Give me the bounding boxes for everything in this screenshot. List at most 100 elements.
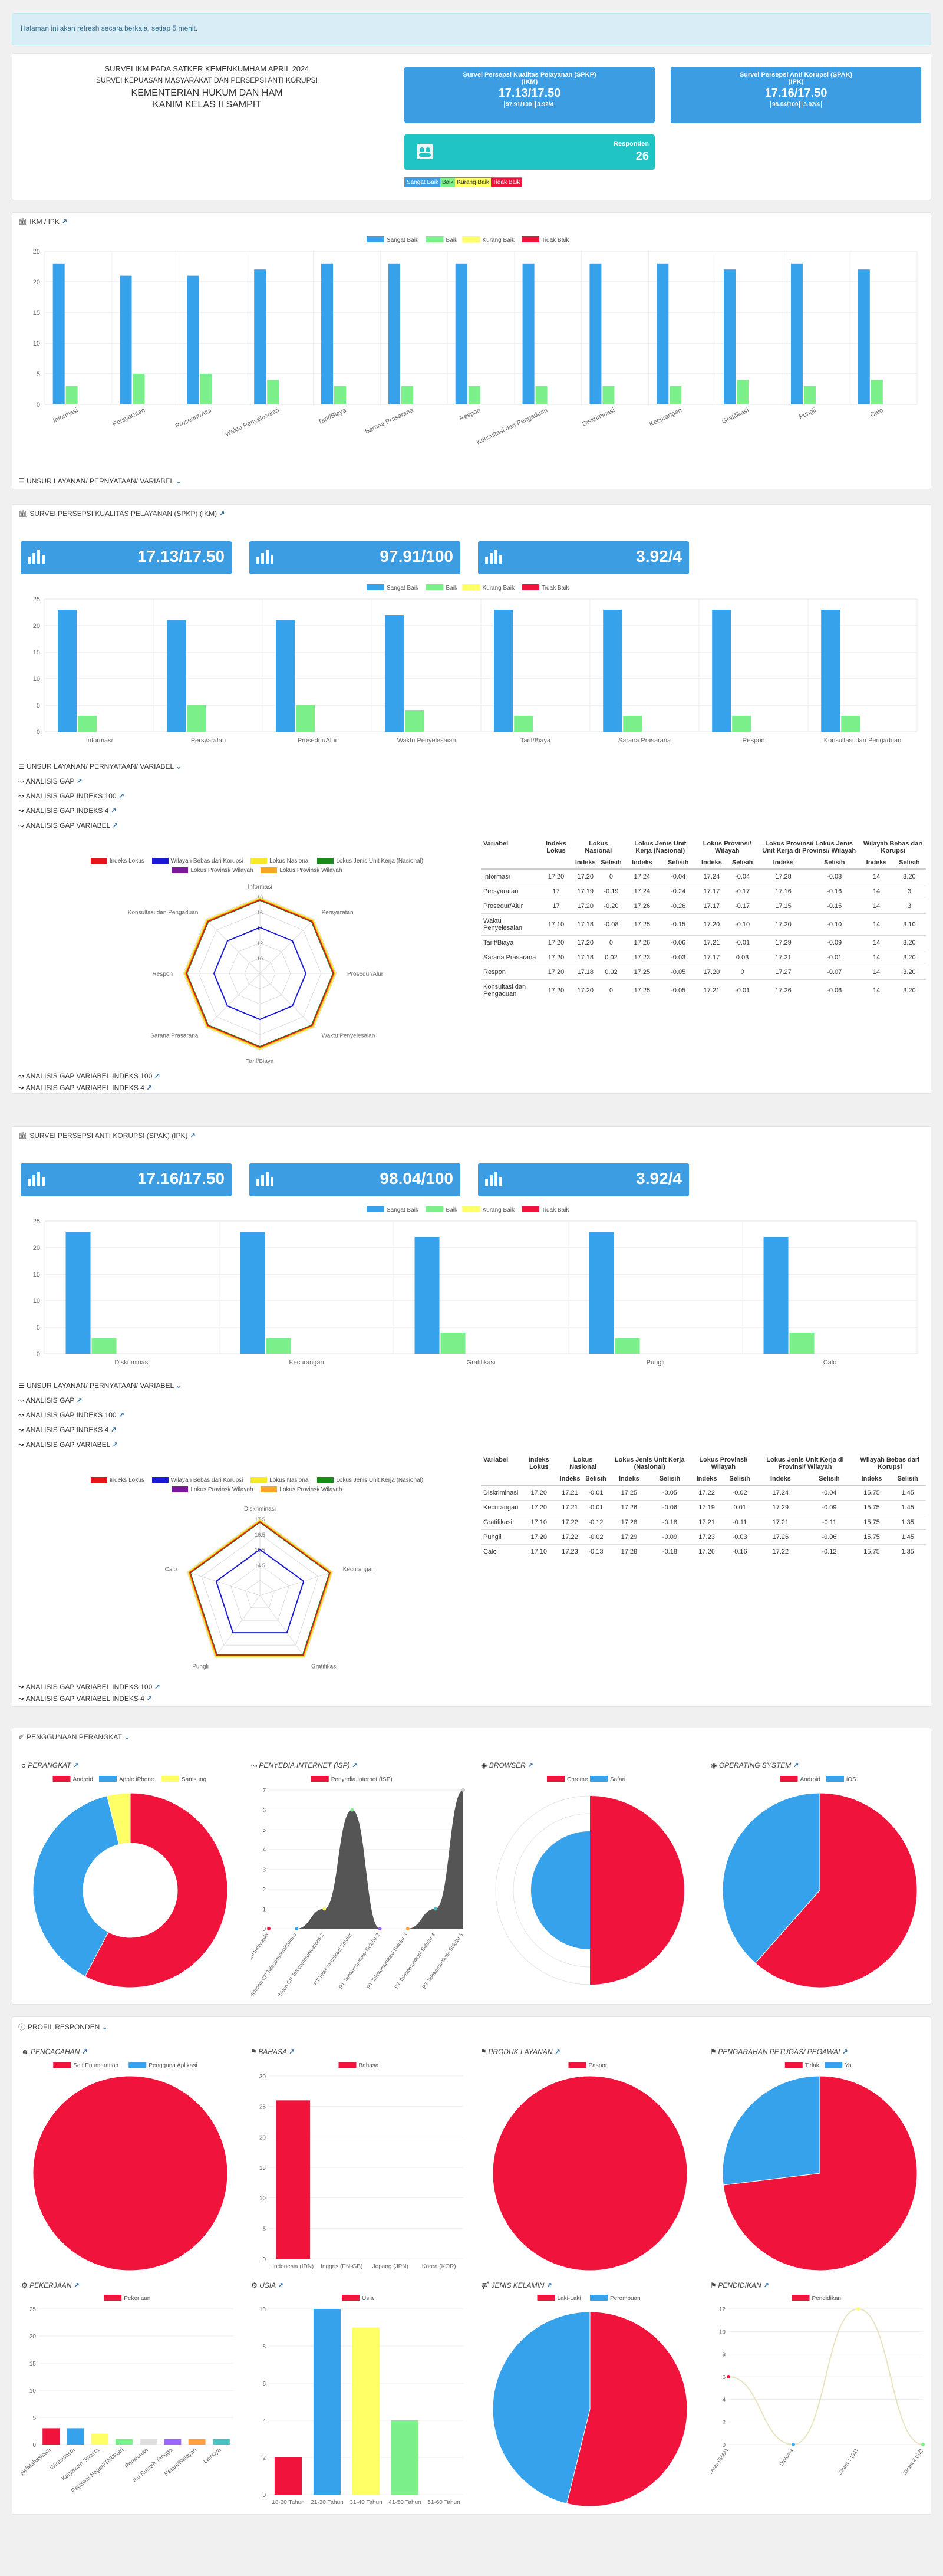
legend-swatch xyxy=(53,2062,71,2068)
chevron-down-icon: ⌄ xyxy=(124,1733,130,1741)
chart-icon[interactable]: ↗ xyxy=(219,509,225,518)
table-cell: 17.20 xyxy=(572,935,598,950)
legend-swatch xyxy=(537,2295,555,2301)
header-panel: SURVEI IKM PADA SATKER KEMENKUMHAM APRIL… xyxy=(12,53,931,200)
radar-series-lokus-nasional xyxy=(183,897,337,1050)
y-tick-label: 20 xyxy=(259,2134,266,2141)
produk-title: ⚑ PRODUK LAYANAN ↗ xyxy=(481,2048,560,2056)
spkp-toggle-gap-variabel[interactable]: ↝ ANALISIS GAP VARIABEL ↗ xyxy=(18,821,118,830)
header-line-3: KEMENTERIAN HUKUM DAN HAM xyxy=(131,88,283,98)
table-subheader: Indeks xyxy=(860,857,893,870)
table-cell: 17.26 xyxy=(757,979,809,1001)
spkp-toggle-gap-var-4[interactable]: ↝ ANALISIS GAP VARIABEL INDEKS 4 ↗ xyxy=(18,1084,153,1092)
legend-label: Sangat Baik xyxy=(387,237,419,244)
spkp-toggle-gap-4[interactable]: ↝ ANALISIS GAP INDEKS 4 ↗ xyxy=(18,807,117,815)
table-cell: -0.26 xyxy=(660,899,697,914)
spak-toggle-gap-var-4[interactable]: ↝ ANALISIS GAP VARIABEL INDEKS 4 ↗ xyxy=(18,1695,153,1703)
produk-pie-chart: Paspor xyxy=(492,2062,688,2271)
x-tick-label: Informasi xyxy=(52,407,79,425)
spak-badge-100: 98.04/100 xyxy=(770,101,800,108)
table-cell: -0.03 xyxy=(723,1529,757,1545)
bar xyxy=(115,2439,133,2445)
spkp-toggle-gap[interactable]: ↝ ANALISIS GAP ↗ xyxy=(18,777,83,785)
bar-baik xyxy=(266,1338,291,1354)
table-cell: 17.24 xyxy=(624,868,660,884)
table-cell: -0.11 xyxy=(723,1515,757,1530)
y-tick-label: 25 xyxy=(33,248,40,255)
spak-tile[interactable]: Survei Persepsi Anti Korupsi (SPAK) (IPK… xyxy=(671,67,921,123)
pencacahan-title: ☻ PENCACAHAN ↗ xyxy=(21,2048,88,2056)
table-cell: 17 xyxy=(539,884,573,899)
table-cell: -0.01 xyxy=(727,935,758,950)
table-cell: 17.20 xyxy=(520,1485,558,1501)
legend-label: Android xyxy=(800,1776,820,1783)
table-header: Indeks Lokus xyxy=(528,1456,549,1470)
chart-icon: ↗ xyxy=(146,1084,153,1092)
x-tick-label: Konsultasi dan Pengaduan xyxy=(824,737,902,744)
legend-swatch xyxy=(99,1776,117,1782)
x-tick-label: Prosedur/Alur xyxy=(298,737,338,744)
table-header: Wilayah Bebas dari Korupsi xyxy=(860,1456,920,1470)
table-cell: 17.21 xyxy=(557,1500,583,1515)
pencacahan-pie-chart: Self Enumeration Pengguna Aplikasi xyxy=(32,2062,228,2271)
spak-toggle-gap-100[interactable]: ↝ ANALISIS GAP INDEKS 100 ↗ xyxy=(18,1411,124,1419)
y-tick-label: 0 xyxy=(262,1926,266,1933)
spak-toggle-gap[interactable]: ↝ ANALISIS GAP ↗ xyxy=(18,1396,83,1404)
legend-swatch xyxy=(426,584,444,590)
spkp-toggle-unsur[interactable]: ☰ UNSUR LAYANAN/ PERNYATAAN/ VARIABEL ⌄ xyxy=(18,762,182,771)
pie-slice-laki-laki xyxy=(566,2311,688,2507)
legend-label: Apple iPhone xyxy=(119,1776,154,1783)
spkp-toggle-gap-var-100[interactable]: ↝ ANALISIS GAP VARIABEL INDEKS 100 ↗ xyxy=(18,1072,160,1080)
spak-toggle-gap-4[interactable]: ↝ ANALISIS GAP INDEKS 4 ↗ xyxy=(18,1426,117,1434)
y-tick-label: 20 xyxy=(33,623,40,630)
radar-axis-label: Waktu Penyelesaian xyxy=(322,1033,375,1039)
spkp-stat-value-3: 3.92/4 xyxy=(636,547,682,565)
chart-icon[interactable]: ↗ xyxy=(189,1131,196,1140)
table-cell: 17.29 xyxy=(609,1529,649,1545)
y-tick-label: 0 xyxy=(37,729,40,736)
radar-tick-label: 14.5 xyxy=(255,1562,265,1568)
y-tick-label: 25 xyxy=(33,1218,40,1225)
bar-sangat-baik xyxy=(240,1232,265,1354)
y-tick-label: 5 xyxy=(262,2226,266,2232)
bar-baik xyxy=(334,386,347,404)
table-cell: -0.01 xyxy=(582,1485,609,1501)
line-point xyxy=(295,1927,299,1930)
bar xyxy=(140,2439,157,2445)
radar-axis-label: Calo xyxy=(165,1566,177,1572)
spak-toggle-gap-variabel[interactable]: ↝ ANALISIS GAP VARIABEL ↗ xyxy=(18,1440,118,1449)
radar-series-jenis-unit-kerja xyxy=(190,1522,330,1655)
y-tick-label: 25 xyxy=(29,2307,37,2313)
legend-swatch xyxy=(161,1776,179,1782)
y-tick-label: 25 xyxy=(33,596,40,603)
spak-toggle-unsur[interactable]: ☰ UNSUR LAYANAN/ PERNYATAAN/ VARIABEL ⌄ xyxy=(18,1381,182,1390)
ikm-ipk-toggle[interactable]: ☰ UNSUR LAYANAN/ PERNYATAAN/ VARIABEL ⌄ xyxy=(18,477,182,485)
bar-baik xyxy=(737,380,749,404)
spkp-toggle-gap-100[interactable]: ↝ ANALISIS GAP INDEKS 100 ↗ xyxy=(18,792,124,800)
spak-title: 🏛 SURVEI PERSEPSI ANTI KORUPSI (SPAK) (IP… xyxy=(18,1131,196,1140)
chart-icon[interactable]: ↗ xyxy=(61,218,68,226)
bar xyxy=(67,2428,84,2445)
radar-spoke xyxy=(259,919,315,974)
x-tick-label: Gratifikasi xyxy=(467,1359,496,1366)
table-cell: 17.21 xyxy=(696,979,727,1001)
x-tick-label: Strata 2 (S2) xyxy=(902,2447,924,2476)
spkp-tile-title: Survei Persepsi Kualitas Pelayanan (SPKP… xyxy=(463,71,596,78)
table-header: Indeks Lokus xyxy=(546,840,566,854)
bar xyxy=(91,2433,108,2445)
spkp-tile[interactable]: Survei Persepsi Kualitas Pelayanan (SPKP… xyxy=(404,67,655,123)
radar-axis-label: Gratifikasi xyxy=(311,1664,337,1670)
spak-toggle-gap-var-100[interactable]: ↝ ANALISIS GAP VARIABEL INDEKS 100 ↗ xyxy=(18,1683,160,1691)
spak-stat-3: 3.92/4 xyxy=(478,1163,689,1196)
bar-baik xyxy=(670,386,682,404)
table-row: Prosedur/Alur 17 17.20 -0.20 17.26 -0.26 17.17… xyxy=(481,899,926,914)
users-icon xyxy=(417,144,433,159)
pie-slice-android xyxy=(84,1792,228,1988)
respondent-tile[interactable]: Responden 26 xyxy=(404,134,655,170)
table-subheader: Indeks xyxy=(690,1473,723,1486)
spkp-stat-3: 3.92/4 xyxy=(478,541,689,574)
profile-title: ⓘ PROFIL RESPONDEN ⌄ xyxy=(18,2023,108,2031)
table-cell: 17.19 xyxy=(572,884,598,899)
y-tick-label: 7 xyxy=(262,1788,266,1794)
table-cell: 17.20 xyxy=(539,979,573,1001)
